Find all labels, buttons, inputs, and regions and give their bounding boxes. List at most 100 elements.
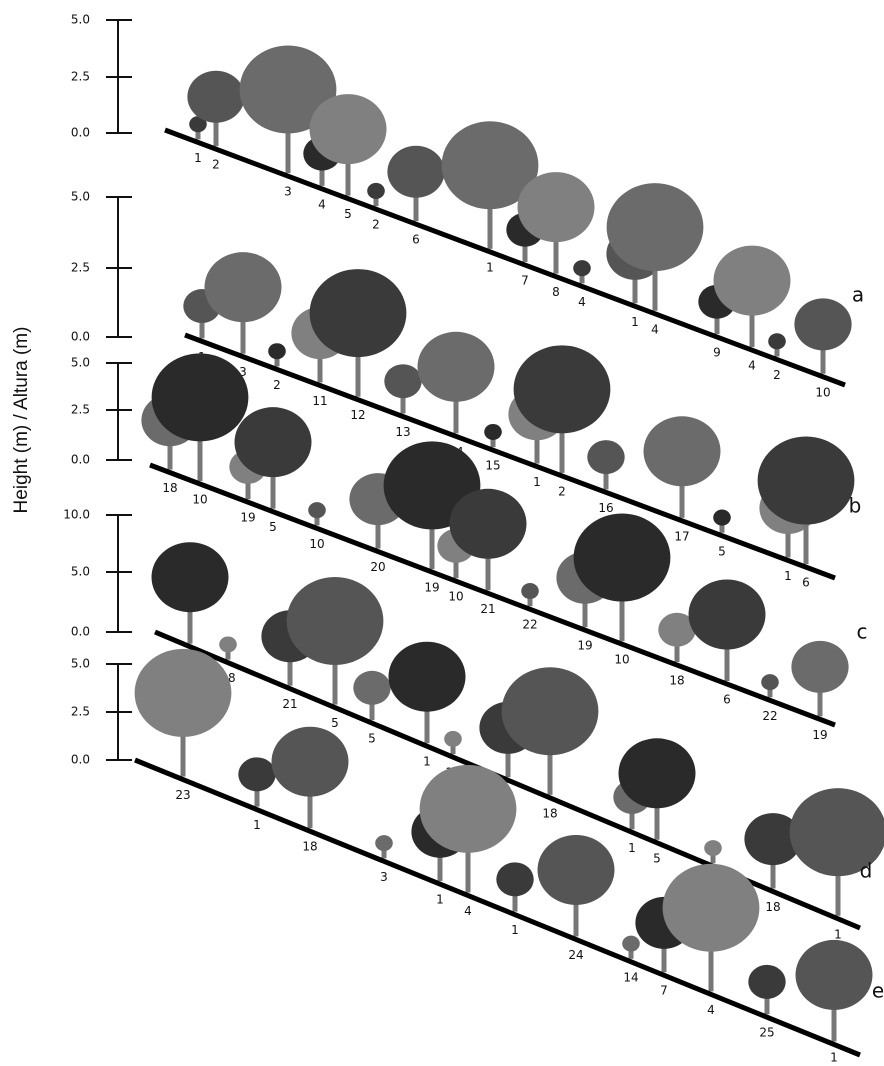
species-number: 23	[175, 788, 190, 802]
canopy	[152, 353, 249, 441]
species-number: 18	[162, 481, 177, 495]
species-number: 1	[784, 569, 792, 583]
canopy	[135, 649, 232, 737]
canopy	[367, 183, 385, 199]
species-number: 10	[815, 385, 830, 399]
species-number: 11	[312, 394, 327, 408]
scale-tick-label: 10.0	[63, 508, 90, 522]
species-number: 4	[318, 197, 326, 211]
species-number: 12	[350, 408, 365, 422]
species-number: 19	[240, 511, 255, 525]
canopy	[663, 864, 760, 952]
scale-tick-label: 5.0	[71, 190, 90, 204]
species-number: 6	[723, 693, 731, 707]
canopy	[689, 580, 766, 650]
scale-tick-label: 0.0	[71, 625, 90, 639]
canopy	[748, 965, 785, 999]
species-number: 10	[448, 590, 463, 604]
species-number: 19	[424, 581, 439, 595]
species-number: 5	[331, 716, 339, 730]
species-number: 2	[273, 378, 281, 392]
canopy	[714, 246, 791, 316]
canopy	[619, 738, 696, 808]
species-number: 15	[485, 459, 500, 473]
canopy	[791, 641, 848, 693]
species-number: 2	[558, 484, 566, 498]
canopy	[587, 440, 624, 474]
species-number: 4	[578, 295, 586, 309]
canopy	[308, 502, 326, 518]
canopy	[310, 94, 387, 164]
species-number: 19	[577, 639, 592, 653]
species-number: 1	[194, 151, 202, 165]
species-number: 21	[480, 602, 495, 616]
species-number: 1	[834, 927, 842, 941]
canopy	[152, 542, 229, 612]
canopy	[238, 757, 275, 791]
profile-letter: a	[852, 283, 864, 307]
canopy	[622, 936, 640, 952]
scale-tick-label: 5.0	[71, 13, 90, 27]
canopy	[353, 671, 390, 705]
species-number: 5	[368, 732, 376, 746]
canopy	[205, 252, 282, 322]
profile-letter: d	[860, 859, 873, 883]
species-number: 10	[309, 537, 324, 551]
canopy	[389, 642, 466, 712]
species-number: 1	[423, 755, 431, 769]
canopy	[761, 674, 779, 690]
species-number: 7	[521, 274, 529, 288]
vegetation-profiles: Height (m) / Altura (m) 5.02.50.01234526…	[0, 0, 884, 1066]
scale-tick-label: 2.5	[71, 705, 90, 719]
species-number: 18	[302, 840, 317, 854]
species-number: 22	[762, 709, 777, 723]
canopy	[444, 731, 462, 747]
canopy	[644, 416, 721, 486]
species-number: 5	[344, 207, 352, 221]
scale-tick-label: 2.5	[71, 403, 90, 417]
species-number: 4	[651, 322, 659, 336]
species-number: 21	[282, 697, 297, 711]
canopy	[187, 71, 244, 123]
canopy	[219, 636, 237, 652]
species-number: 1	[511, 923, 519, 937]
species-number: 1	[253, 818, 261, 832]
species-number: 3	[284, 185, 292, 199]
profile-letter: b	[849, 494, 862, 518]
canopy	[758, 437, 855, 525]
species-number: 24	[568, 948, 583, 962]
species-number: 4	[464, 904, 472, 918]
canopy	[607, 183, 704, 271]
species-number: 19	[812, 728, 827, 742]
species-number: 2	[372, 218, 380, 232]
canopy	[387, 146, 444, 198]
species-number: 7	[660, 984, 668, 998]
species-number: 1	[628, 841, 636, 855]
species-number: 14	[623, 970, 638, 984]
species-number: 18	[669, 674, 684, 688]
species-number: 25	[759, 1026, 774, 1040]
species-number: 10	[192, 492, 207, 506]
species-number: 22	[522, 618, 537, 632]
scale-tick-label: 0.0	[71, 126, 90, 140]
species-number: 1	[533, 475, 541, 489]
canopy	[796, 940, 873, 1010]
canopy	[418, 332, 495, 402]
canopy	[496, 862, 533, 896]
canopy	[794, 298, 851, 350]
species-number: 5	[718, 544, 726, 558]
profile-letter: c	[857, 620, 868, 644]
species-number: 4	[748, 359, 756, 373]
species-number: 6	[412, 233, 420, 247]
canopy	[420, 765, 517, 853]
canopy	[235, 407, 312, 477]
canopy	[704, 840, 722, 856]
scale-tick-label: 5.0	[71, 565, 90, 579]
scale-tick-label: 0.0	[71, 330, 90, 344]
species-number: 2	[773, 368, 781, 382]
species-number: 13	[395, 425, 410, 439]
species-number: 17	[674, 529, 689, 543]
canopy	[384, 364, 421, 398]
species-number: 5	[269, 520, 277, 534]
canopy	[268, 343, 286, 359]
